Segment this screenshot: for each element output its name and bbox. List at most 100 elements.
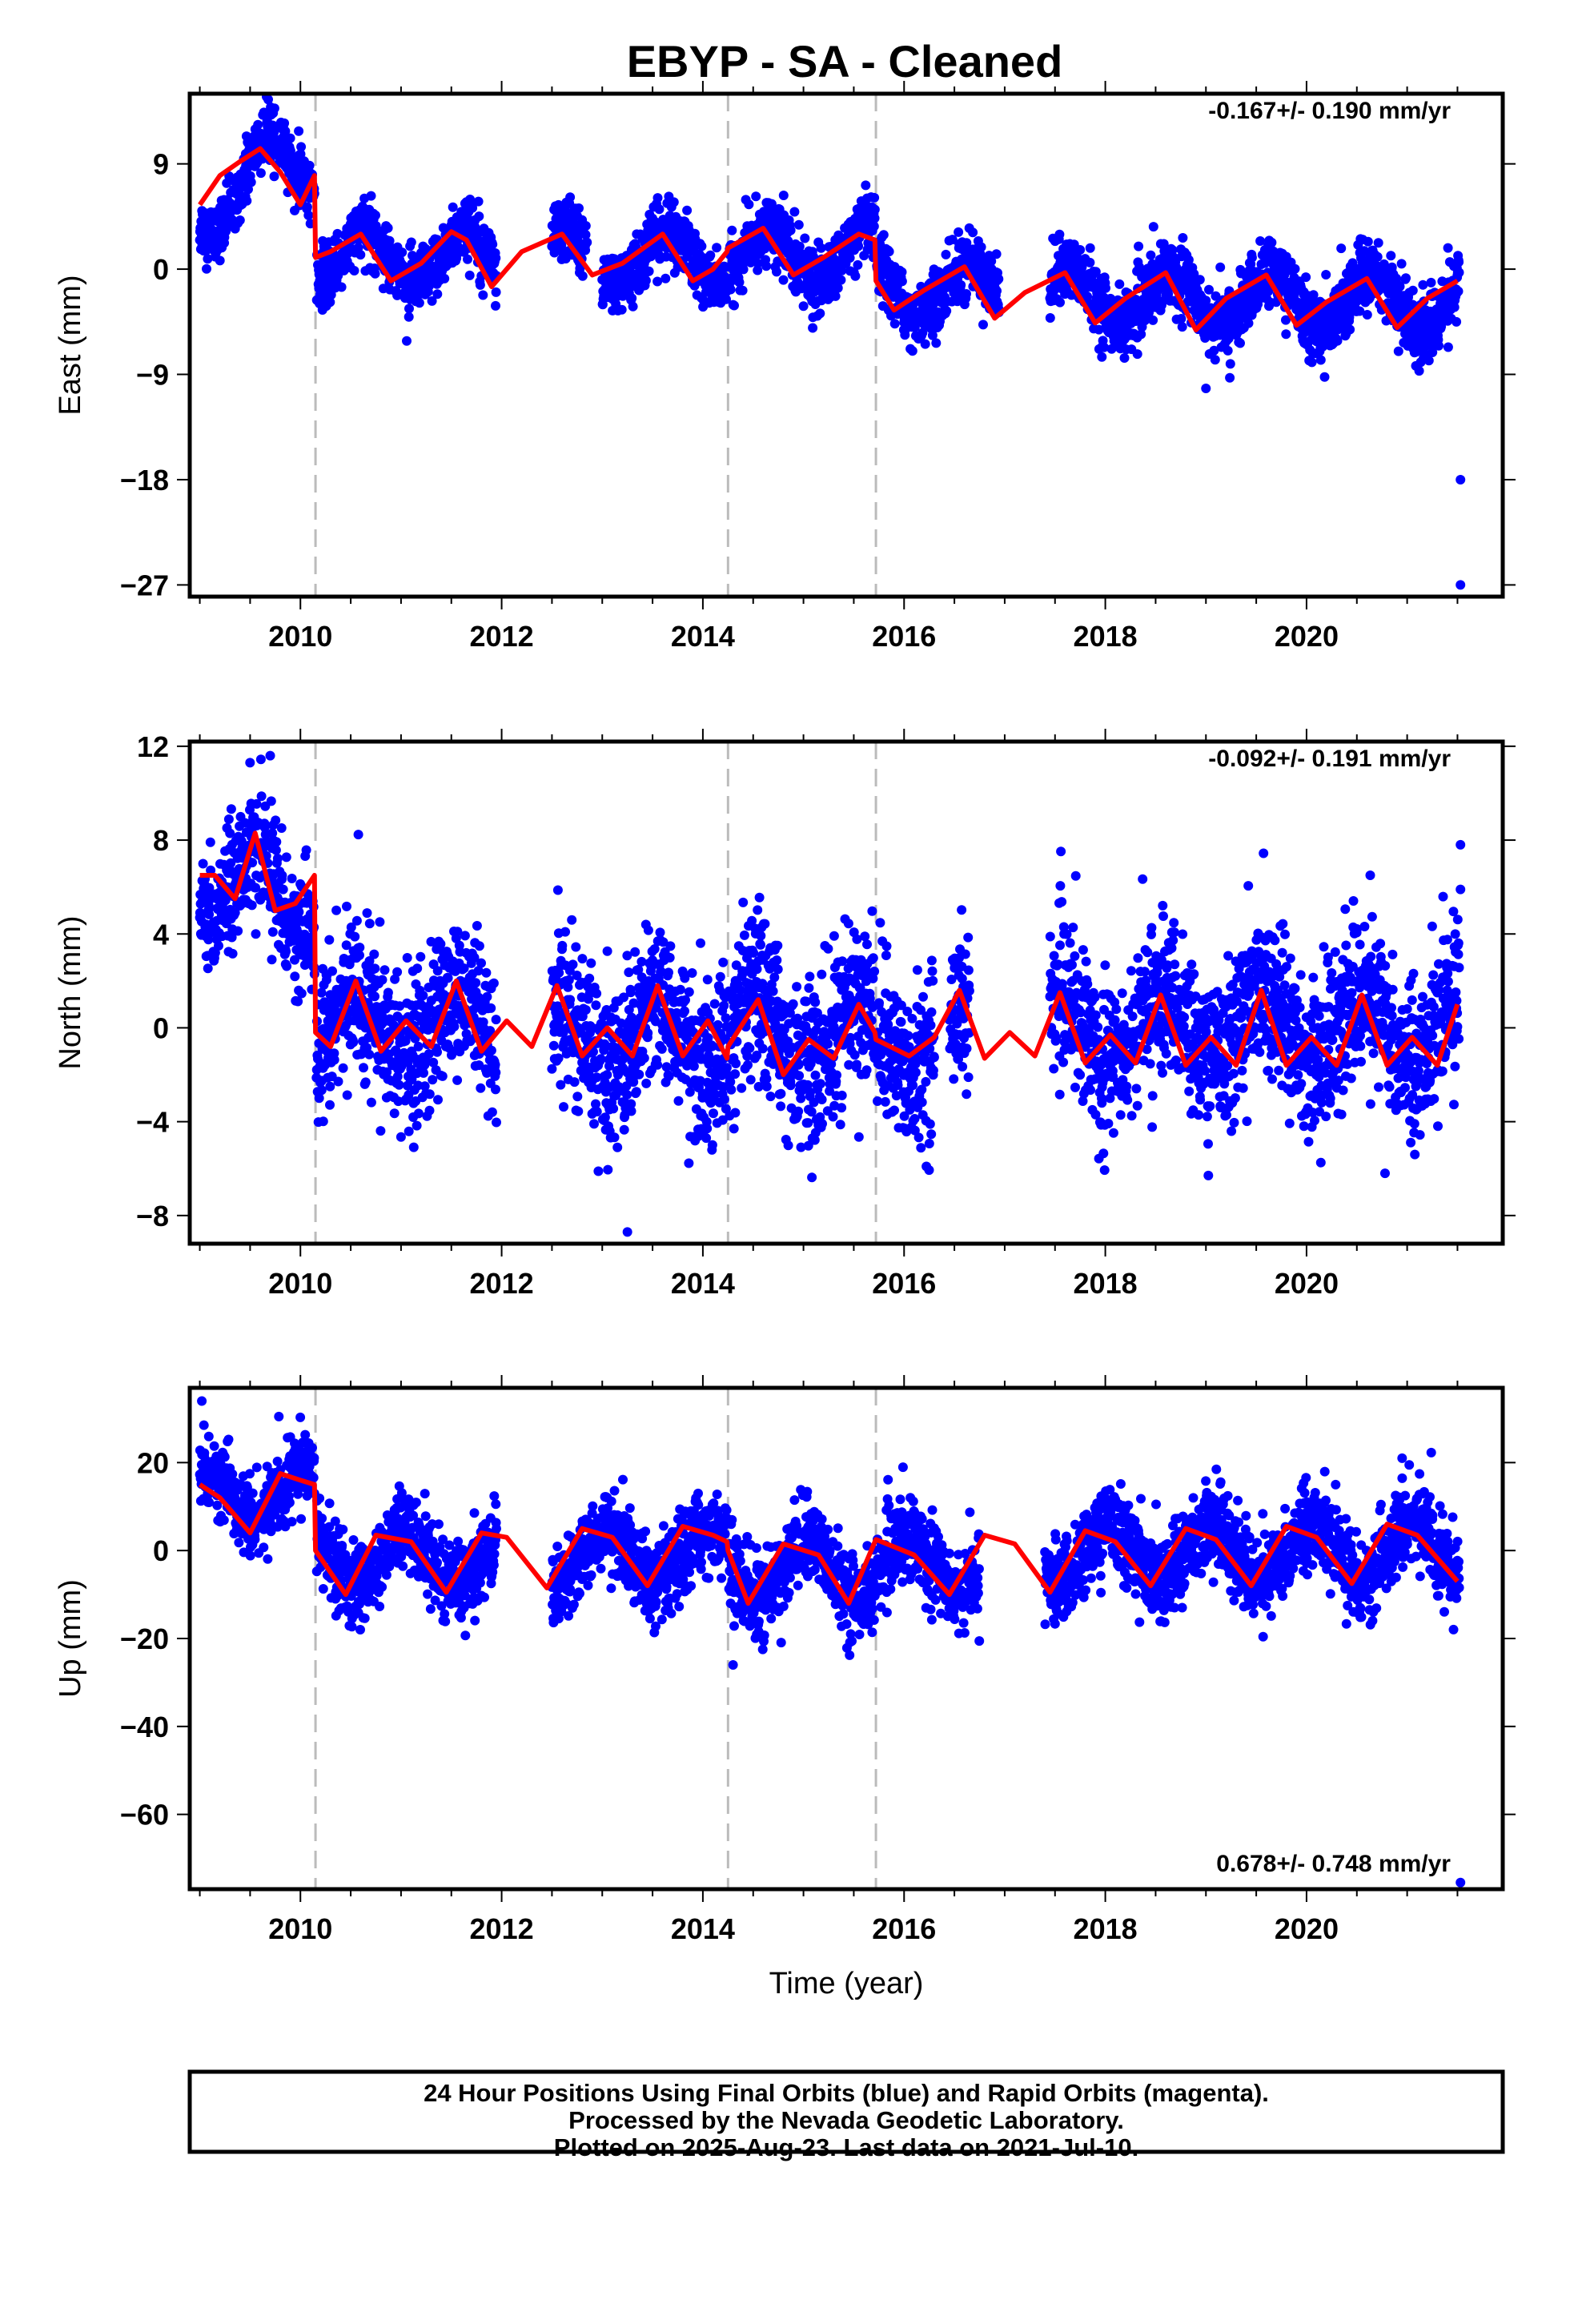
data-point bbox=[227, 948, 238, 959]
x-tick-label: 2012 bbox=[470, 620, 534, 653]
data-point bbox=[962, 289, 971, 299]
data-point bbox=[850, 271, 861, 281]
data-point bbox=[416, 951, 426, 962]
data-point bbox=[366, 1097, 376, 1108]
data-point bbox=[897, 267, 907, 277]
data-point bbox=[487, 1107, 497, 1117]
data-point bbox=[1136, 329, 1146, 340]
data-point bbox=[712, 243, 722, 253]
data-point bbox=[608, 1104, 619, 1114]
data-point bbox=[293, 996, 303, 1007]
data-point bbox=[408, 1142, 419, 1152]
data-point bbox=[432, 1047, 442, 1057]
data-point bbox=[276, 823, 287, 833]
data-point bbox=[324, 935, 335, 945]
data-point bbox=[1114, 279, 1125, 289]
data-point bbox=[251, 883, 261, 893]
data-point bbox=[884, 247, 894, 257]
data-point bbox=[332, 228, 343, 239]
data-point bbox=[371, 210, 380, 220]
data-point bbox=[266, 796, 276, 806]
data-point bbox=[1267, 237, 1277, 247]
data-point bbox=[331, 905, 342, 915]
data-point bbox=[569, 1077, 580, 1088]
data-point bbox=[491, 1084, 500, 1095]
data-point bbox=[383, 987, 393, 998]
data-point bbox=[565, 995, 576, 1005]
data-point bbox=[1210, 355, 1220, 365]
data-point bbox=[227, 932, 237, 943]
outlier-point bbox=[1201, 384, 1211, 394]
data-point bbox=[592, 988, 602, 999]
data-point bbox=[404, 1126, 414, 1136]
x-tick-label: 2020 bbox=[1275, 620, 1339, 653]
data-point bbox=[389, 1108, 400, 1119]
data-point bbox=[548, 1040, 559, 1051]
data-point bbox=[424, 1089, 435, 1100]
data-point bbox=[1308, 290, 1319, 300]
data-point bbox=[652, 276, 663, 287]
data-point bbox=[342, 901, 351, 911]
data-point bbox=[1158, 239, 1169, 249]
data-point bbox=[428, 1075, 438, 1085]
data-point bbox=[427, 296, 437, 306]
data-point bbox=[370, 268, 380, 279]
data-point bbox=[580, 1005, 591, 1015]
data-point bbox=[976, 242, 986, 252]
data-point bbox=[449, 1021, 460, 1031]
data-point bbox=[353, 830, 363, 840]
y-tick-label: 9 bbox=[153, 148, 169, 181]
data-point bbox=[375, 917, 385, 927]
data-point bbox=[778, 275, 789, 285]
data-point bbox=[474, 941, 484, 951]
data-point bbox=[285, 146, 295, 156]
data-point bbox=[245, 758, 255, 768]
data-point bbox=[204, 909, 215, 919]
data-point bbox=[478, 290, 488, 300]
data-point bbox=[414, 298, 424, 308]
data-point bbox=[853, 259, 863, 270]
data-point bbox=[624, 967, 634, 978]
data-point bbox=[472, 921, 482, 931]
data-point bbox=[379, 965, 390, 975]
data-point bbox=[1396, 259, 1407, 269]
data-point bbox=[577, 954, 588, 964]
data-point bbox=[325, 1081, 335, 1092]
data-point bbox=[927, 330, 938, 340]
data-point bbox=[272, 854, 283, 863]
data-point bbox=[931, 338, 942, 348]
data-point bbox=[267, 927, 278, 937]
data-point bbox=[355, 250, 366, 260]
data-point bbox=[580, 245, 591, 255]
data-point bbox=[861, 180, 871, 191]
data-point bbox=[419, 1068, 428, 1078]
data-point bbox=[406, 237, 416, 247]
y-tick-label: −18 bbox=[120, 464, 169, 497]
data-point bbox=[226, 858, 236, 868]
data-point bbox=[1099, 342, 1109, 352]
data-point bbox=[869, 221, 879, 231]
data-point bbox=[278, 884, 288, 895]
data-point bbox=[816, 243, 826, 253]
data-point bbox=[242, 195, 252, 206]
data-point bbox=[661, 273, 671, 283]
data-point bbox=[318, 1116, 328, 1127]
data-point bbox=[1407, 285, 1418, 296]
data-point bbox=[1372, 251, 1383, 262]
data-point bbox=[568, 959, 578, 970]
data-point bbox=[214, 941, 223, 951]
data-point bbox=[1332, 336, 1343, 346]
data-point bbox=[853, 241, 864, 251]
data-point bbox=[333, 1076, 343, 1087]
data-point bbox=[327, 966, 337, 976]
data-point bbox=[682, 205, 693, 215]
data-point bbox=[1134, 241, 1144, 251]
data-point bbox=[294, 126, 304, 136]
points-layer bbox=[195, 750, 1466, 1237]
data-point bbox=[1395, 281, 1405, 292]
data-point bbox=[737, 285, 748, 296]
data-point bbox=[573, 1106, 584, 1116]
data-point bbox=[1453, 286, 1464, 296]
data-point bbox=[397, 247, 408, 258]
data-point bbox=[586, 958, 596, 968]
